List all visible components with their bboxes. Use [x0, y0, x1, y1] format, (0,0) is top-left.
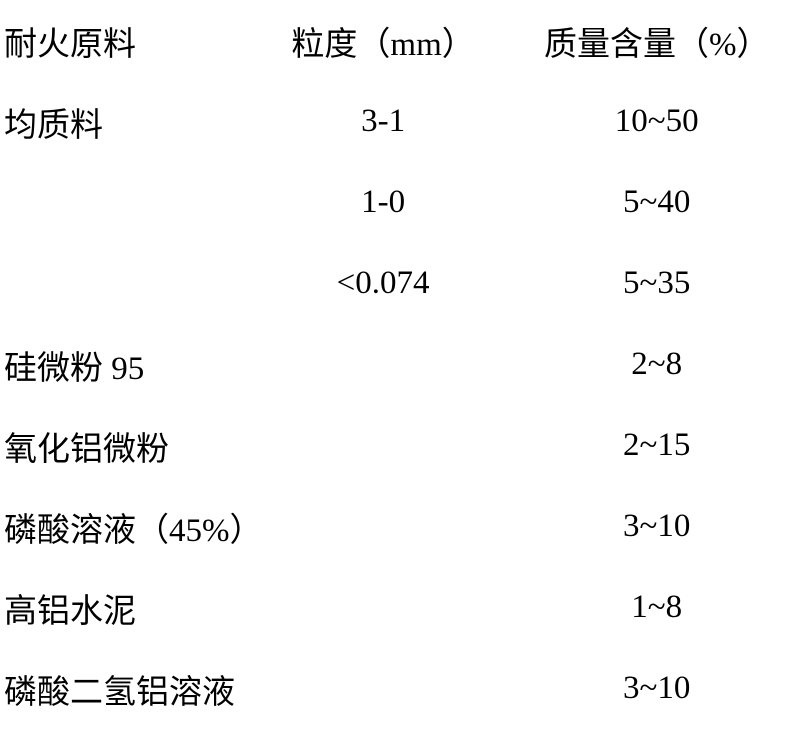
cell-mass: 3~10	[513, 670, 800, 707]
cell-mass: 1~8	[513, 589, 800, 626]
cell-material: 磷酸溶液（45%）	[0, 503, 253, 551]
cell-granularity: <0.074	[253, 265, 514, 302]
header-material: 耐火原料	[0, 17, 253, 65]
table-row: <0.074 5~35	[0, 243, 800, 324]
material-table: 耐火原料 粒度（mm） 质量含量（%） 均质料 3-1 10~50 1-0 5~…	[0, 0, 800, 729]
table-row: 均质料 3-1 10~50	[0, 81, 800, 162]
header-mass: 质量含量（%）	[513, 17, 800, 65]
header-granularity: 粒度（mm）	[253, 17, 514, 65]
table-row: 磷酸溶液（45%） 3~10	[0, 486, 800, 567]
cell-mass: 3~10	[513, 508, 800, 545]
cell-granularity: 3-1	[253, 103, 514, 140]
cell-mass: 2~8	[513, 346, 800, 383]
cell-mass: 10~50	[513, 103, 800, 140]
cell-material: 氧化铝微粉	[0, 422, 253, 470]
table-row: 硅微粉 95 2~8	[0, 324, 800, 405]
cell-material: 硅微粉 95	[0, 341, 253, 389]
cell-material: 磷酸二氢铝溶液	[0, 665, 253, 713]
cell-mass: 5~35	[513, 265, 800, 302]
cell-mass: 5~40	[513, 184, 800, 221]
cell-mass: 2~15	[513, 427, 800, 464]
table-row: 氧化铝微粉 2~15	[0, 405, 800, 486]
cell-material: 高铝水泥	[0, 584, 253, 632]
table-header-row: 耐火原料 粒度（mm） 质量含量（%）	[0, 0, 800, 81]
cell-granularity: 1-0	[253, 184, 514, 221]
table-row: 1-0 5~40	[0, 162, 800, 243]
cell-material: 均质料	[0, 98, 253, 146]
table-row: 高铝水泥 1~8	[0, 567, 800, 648]
table-row: 磷酸二氢铝溶液 3~10	[0, 648, 800, 729]
